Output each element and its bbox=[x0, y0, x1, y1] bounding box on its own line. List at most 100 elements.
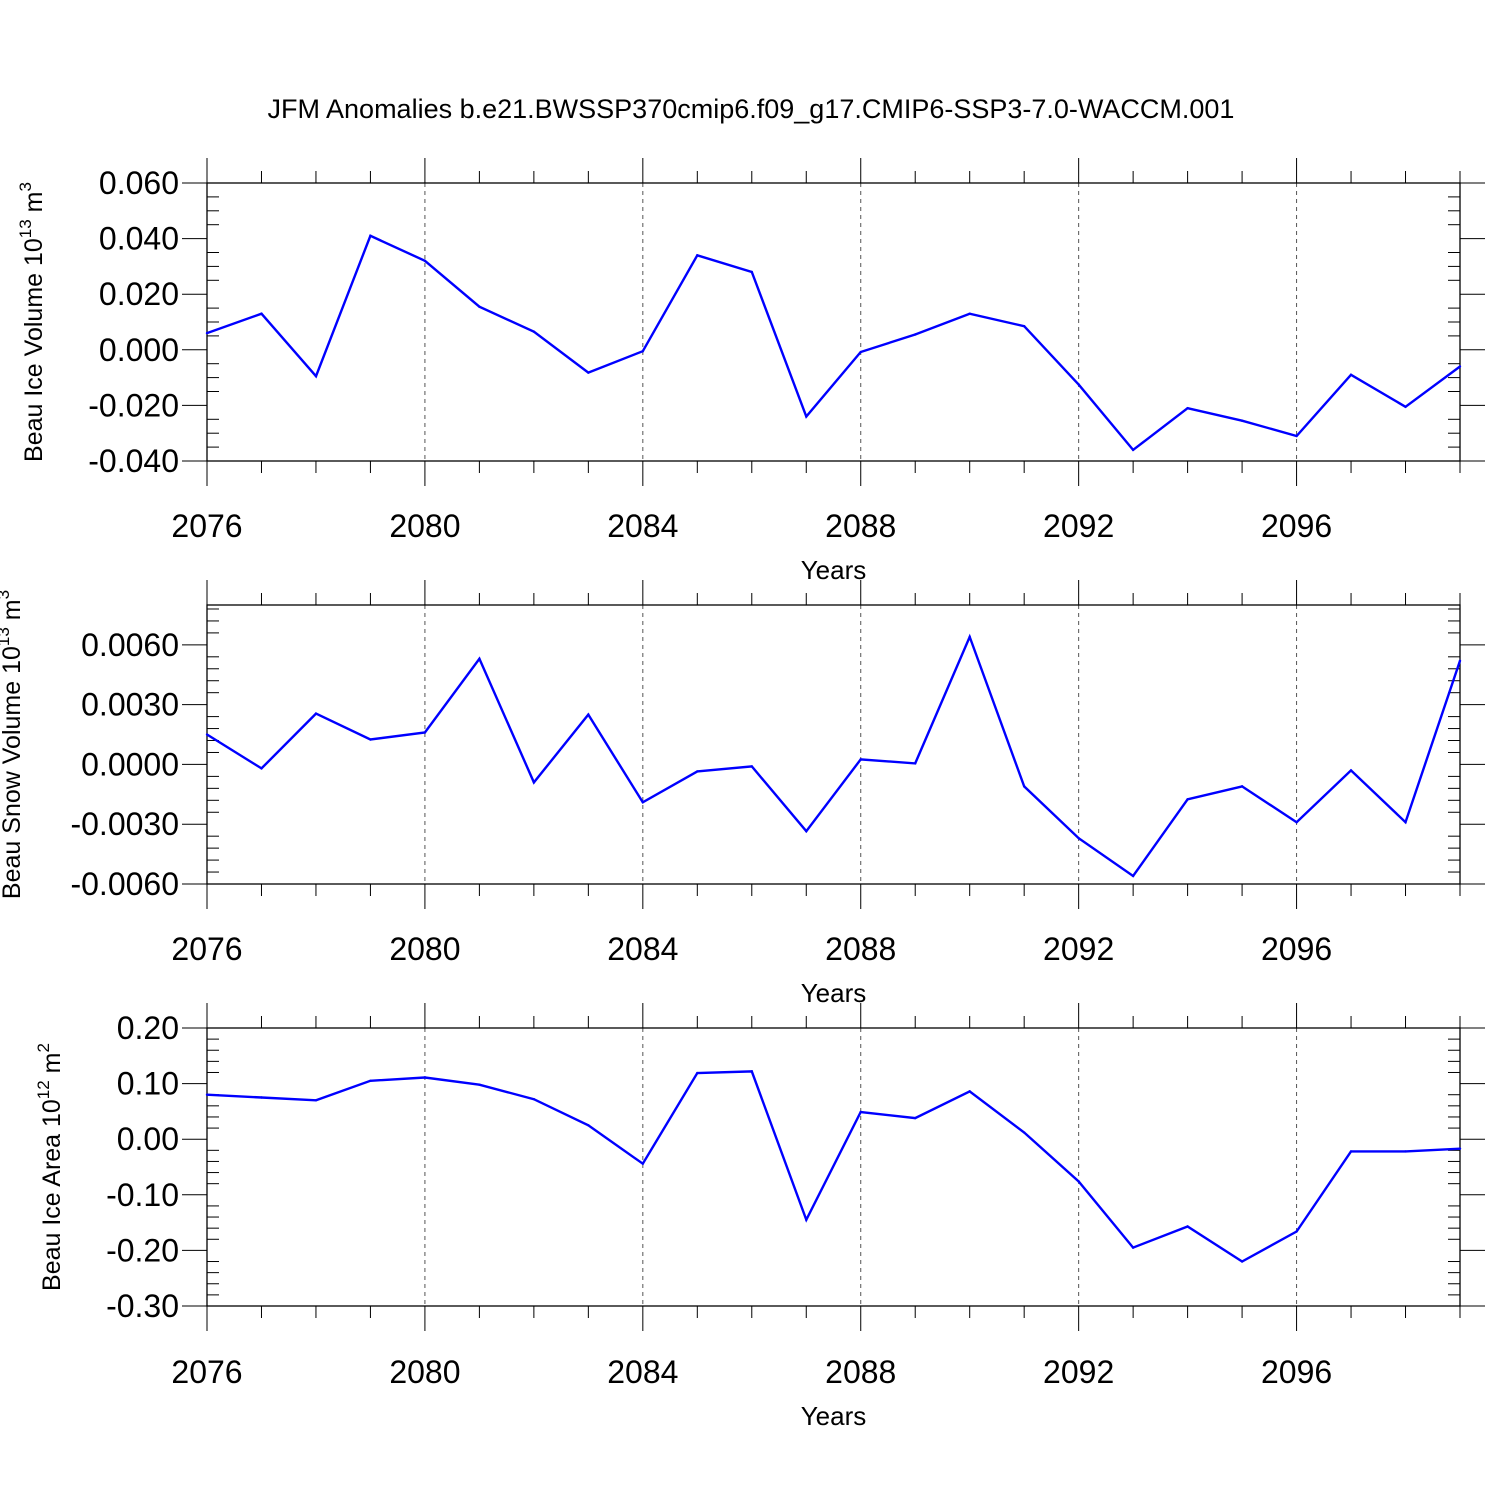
plot-frame bbox=[206, 182, 1461, 462]
x-tick-label: 2076 bbox=[171, 931, 242, 967]
x-axis-label: Years bbox=[801, 555, 867, 585]
data-point bbox=[1458, 1147, 1462, 1150]
data-point bbox=[314, 375, 318, 378]
x-tick-labels: 2076 2080 2084 2088 2092 2096 bbox=[171, 931, 1332, 967]
y-tick-label: -0.0030 bbox=[70, 806, 179, 842]
x-tick-label: 2092 bbox=[1043, 931, 1114, 967]
data-point bbox=[859, 1110, 862, 1114]
data-point bbox=[260, 1096, 263, 1099]
y-tick-label: 0.000 bbox=[99, 332, 179, 368]
data-point bbox=[1295, 1230, 1298, 1233]
data-point bbox=[914, 762, 917, 765]
data-point bbox=[587, 713, 590, 716]
data-point bbox=[1349, 373, 1353, 377]
data-point bbox=[1240, 419, 1244, 422]
data-point bbox=[587, 371, 590, 374]
data-point bbox=[478, 1083, 481, 1086]
data-point bbox=[1186, 406, 1189, 410]
data-point bbox=[750, 270, 753, 274]
x-tick-labels: 2076 2080 2084 2088 2092 2096 bbox=[171, 1354, 1332, 1390]
data-point bbox=[696, 770, 699, 773]
grid-lines bbox=[424, 605, 1298, 884]
plot-frame bbox=[206, 604, 1461, 885]
data-points bbox=[205, 234, 1462, 452]
data-point bbox=[532, 781, 536, 784]
data-point bbox=[696, 254, 699, 257]
data-point bbox=[205, 733, 209, 736]
y-tick-label: 0.20 bbox=[117, 1010, 179, 1046]
x-tick-label: 2076 bbox=[171, 1354, 242, 1390]
data-point bbox=[369, 1079, 372, 1083]
x-tick-label: 2080 bbox=[389, 931, 460, 967]
data-point bbox=[1022, 1131, 1026, 1134]
data-point bbox=[587, 1124, 590, 1127]
data-point bbox=[914, 333, 917, 336]
data-point bbox=[423, 731, 427, 734]
data-point bbox=[532, 330, 536, 333]
data-point bbox=[1186, 798, 1189, 801]
data-point bbox=[750, 765, 753, 768]
data-point bbox=[1240, 1260, 1244, 1263]
y-tick-label: -0.20 bbox=[106, 1232, 179, 1268]
y-tick-label: -0.040 bbox=[88, 443, 179, 479]
y-tick-label: 0.10 bbox=[117, 1066, 179, 1102]
y-tick-label: 0.0000 bbox=[81, 746, 179, 782]
data-point bbox=[1186, 1225, 1189, 1228]
y-axis-label: Beau Ice Volume 1013 m3 bbox=[16, 182, 48, 462]
data-point bbox=[1077, 383, 1080, 386]
data-point bbox=[968, 312, 971, 315]
data-point bbox=[968, 1090, 971, 1093]
x-tick-label: 2076 bbox=[171, 508, 242, 544]
data-point bbox=[859, 350, 862, 354]
x-axis-label: Years bbox=[801, 978, 867, 1008]
data-point bbox=[1131, 1246, 1135, 1249]
data-point bbox=[314, 712, 318, 715]
data-points bbox=[205, 1070, 1462, 1263]
x-tick-label: 2084 bbox=[607, 931, 678, 967]
data-point bbox=[696, 1071, 699, 1075]
data-point bbox=[1077, 1180, 1080, 1183]
data-point bbox=[1131, 448, 1135, 452]
data-point bbox=[1404, 821, 1407, 824]
data-point bbox=[1349, 1150, 1353, 1153]
data-point bbox=[369, 738, 372, 741]
y-tick-label: -0.30 bbox=[106, 1288, 179, 1324]
data-point bbox=[260, 312, 263, 315]
data-point bbox=[478, 657, 481, 661]
y-tick-label: 0.00 bbox=[117, 1121, 179, 1157]
y-tick-labels: -0.040 -0.020 0.000 0.020 0.040 0.060 bbox=[88, 165, 179, 479]
y-axis-label: Beau Ice Area 1012 m2 bbox=[34, 1043, 66, 1291]
data-point bbox=[641, 349, 645, 353]
y-tick-label: 0.020 bbox=[99, 276, 179, 312]
ice-area-line bbox=[206, 1070, 1461, 1263]
axis-ticks bbox=[182, 580, 1485, 909]
panel-ice-volume: -0.040 -0.020 0.000 0.020 0.040 0.060 2076 208… bbox=[16, 158, 1485, 585]
axis-ticks bbox=[182, 1003, 1485, 1331]
x-tick-label: 2096 bbox=[1261, 1354, 1332, 1390]
data-point bbox=[478, 305, 481, 308]
x-tick-label: 2084 bbox=[607, 1354, 678, 1390]
x-tick-label: 2080 bbox=[389, 508, 460, 544]
x-tick-label: 2088 bbox=[825, 1354, 896, 1390]
data-point bbox=[1022, 785, 1026, 788]
y-tick-label: -0.020 bbox=[88, 387, 179, 423]
data-point bbox=[641, 801, 645, 804]
x-tick-label: 2088 bbox=[825, 508, 896, 544]
x-tick-label: 2084 bbox=[607, 508, 678, 544]
grid-lines bbox=[424, 1028, 1298, 1306]
y-tick-label: -0.0060 bbox=[70, 866, 179, 902]
data-point bbox=[532, 1097, 536, 1101]
data-point bbox=[1022, 324, 1026, 328]
data-point bbox=[859, 758, 862, 761]
y-tick-label: -0.10 bbox=[106, 1177, 179, 1213]
y-tick-labels: -0.0060 -0.0030 0.0000 0.0030 0.0060 bbox=[70, 627, 179, 902]
data-point bbox=[1295, 434, 1298, 438]
data-point bbox=[1077, 836, 1080, 840]
data-point bbox=[205, 331, 209, 335]
data-point bbox=[205, 1093, 209, 1096]
snow-volume-line bbox=[206, 633, 1462, 878]
data-point bbox=[805, 1218, 808, 1222]
grid-lines bbox=[424, 183, 1298, 461]
x-tick-labels: 2076 2080 2084 2088 2092 2096 bbox=[171, 508, 1332, 544]
